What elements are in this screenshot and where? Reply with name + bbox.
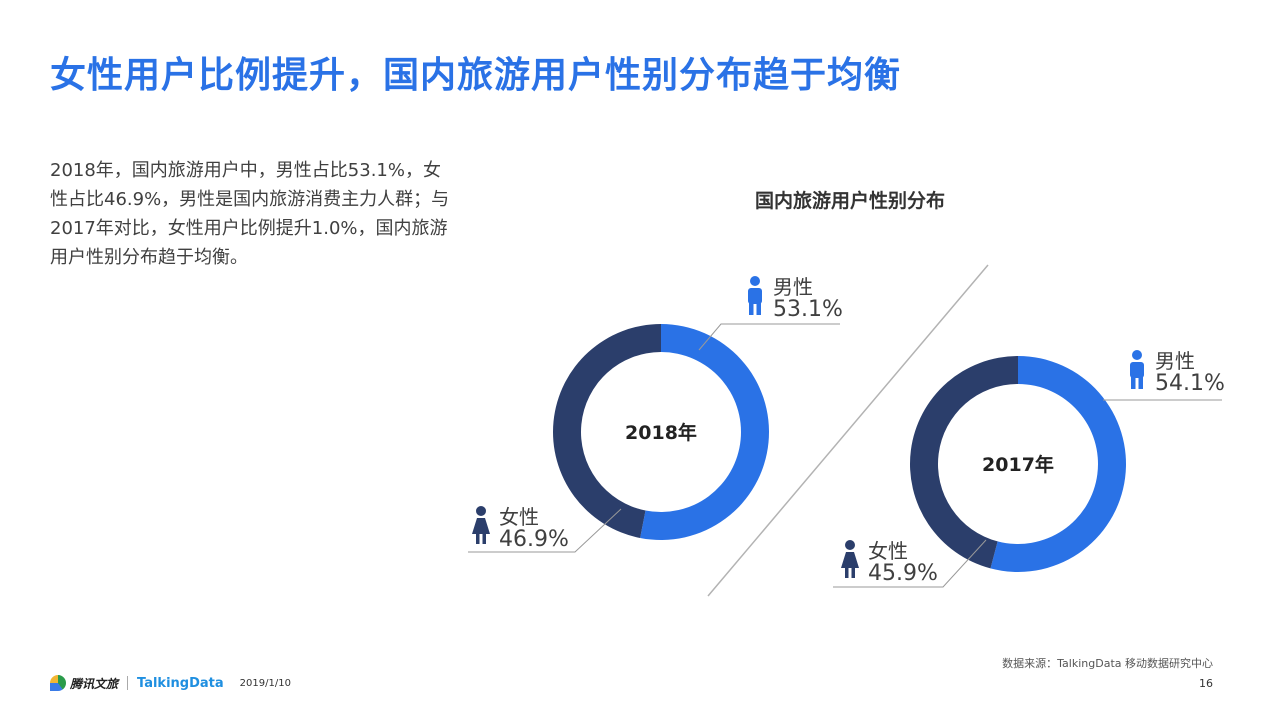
chart-2018-male-slice <box>640 324 770 540</box>
data-source: 数据来源：TalkingData 移动数据研究中心 <box>1002 657 1213 670</box>
chart-2018-center-label: 2018年 <box>625 421 697 444</box>
chart-2018-male-icon <box>748 276 762 315</box>
chart-2017-female-name: 女性 <box>868 539 908 563</box>
chart-2018-male-percent: 53.1% <box>773 297 843 322</box>
chart-2018-female-leader-line <box>468 508 622 553</box>
chart-2017-male-name: 男性 <box>1155 349 1195 373</box>
chart-2018-female-percent: 46.9% <box>499 527 569 552</box>
chart-2017-center-label: 2017年 <box>982 453 1054 476</box>
chart-2018-female-slice <box>552 324 661 538</box>
footer: 腾讯文旅 TalkingData 2019/1/10 <box>50 672 291 694</box>
chart-2017-female-slice <box>909 356 1018 569</box>
chart-2018-female-name: 女性 <box>499 505 539 529</box>
chart-2018-female-icon <box>472 506 490 544</box>
page-number: 16 <box>1199 677 1213 690</box>
divider-line <box>707 264 989 597</box>
chart-2017-female-percent: 45.9% <box>868 561 938 586</box>
talkingdata-logo: TalkingData <box>137 675 224 691</box>
chart-2017-male-percent: 54.1% <box>1155 371 1225 396</box>
chart-2018-male-name: 男性 <box>773 275 813 299</box>
footer-divider <box>127 676 129 690</box>
chart-2017-male-icon <box>1130 350 1144 389</box>
tencent-travel-logo: 腾讯文旅 <box>70 676 119 691</box>
chart-2017-female-leader-line <box>833 539 987 588</box>
chart-2017-female-icon <box>841 540 859 578</box>
chart-title: 国内旅游用户性别分布 <box>754 190 945 212</box>
page-title: 女性用户比例提升，国内旅游用户性别分布趋于均衡 <box>50 55 902 96</box>
report-date: 2019/1/10 <box>239 677 291 689</box>
chart-2017-male-slice <box>990 356 1126 573</box>
tencent-travel-logo-icon <box>50 675 66 691</box>
chart-2018-male-leader-line <box>698 323 840 351</box>
description-text: 2018年，国内旅游用户中，男性占比53.1%，女性占比46.9%，男性是国内旅… <box>50 160 450 268</box>
